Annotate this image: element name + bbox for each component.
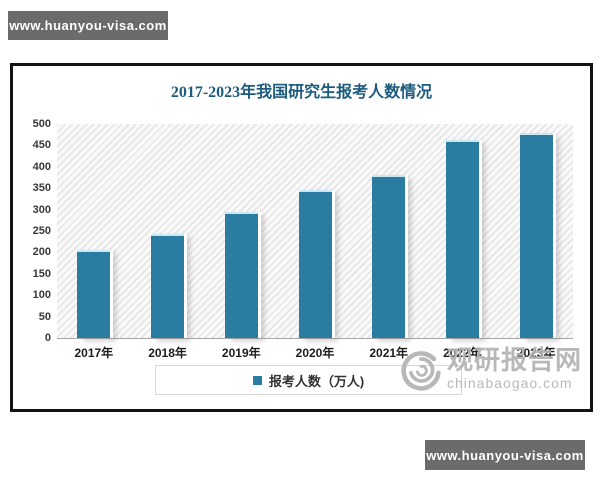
legend-marker: [252, 375, 262, 385]
y-axis-labels: 0 50 100 150 200 250 300 350 400 450 500: [9, 118, 51, 344]
y-axis-label: 250: [32, 225, 51, 237]
plot-area: 0 50 100 150 200 250 300 350 400 450 500 2017年 2018…: [33, 118, 573, 360]
x-axis-label: 2023年: [516, 346, 556, 360]
bar-2023年: [519, 133, 553, 338]
y-axis-label: 50: [38, 310, 51, 323]
bar-2018年: [151, 234, 185, 338]
x-axis-label: 2018年: [148, 346, 187, 360]
y-axis-label: 0: [44, 332, 51, 344]
watermark-badge-bottom: www.huanyou-visa.com: [425, 440, 585, 470]
y-axis-label: 100: [32, 289, 51, 302]
x-axis-label: 2020年: [295, 346, 335, 360]
bar-2017年: [77, 250, 111, 338]
x-axis-label: 2017年: [74, 346, 114, 360]
bar-2020年: [298, 190, 332, 338]
bar-2019年: [224, 212, 258, 338]
chart-legend: 报考人数（万人): [155, 365, 462, 395]
y-axis-label: 500: [32, 118, 51, 130]
watermark-bottom-text: www.huanyou-visa.com: [426, 447, 584, 463]
x-axis-label: 2022年: [443, 346, 482, 360]
watermark-badge-top: www.huanyou-visa.com: [8, 11, 168, 40]
x-axis-labels: 2017年 2018年 2019年 2020年 2021年 2022年 2023年: [57, 344, 573, 364]
y-axis-label: 200: [32, 246, 51, 259]
y-axis-label: 400: [32, 160, 51, 173]
y-axis-label: 300: [32, 203, 51, 216]
y-axis-label: 150: [32, 267, 51, 280]
bar-2022年: [445, 140, 479, 338]
brand-domain: chinabaogao.com: [447, 375, 573, 391]
x-axis-label: 2019年: [221, 346, 261, 360]
y-axis-label: 450: [32, 139, 51, 152]
x-axis-label: 2021年: [369, 346, 409, 360]
y-axis-label: 350: [32, 182, 51, 195]
chart-panel: 2017-2023年我国研究生报考人数情况 0 50 100 150 200 250 300…: [10, 63, 593, 412]
bar-2021年: [372, 175, 406, 338]
watermark-top-text: www.huanyou-visa.com: [9, 18, 167, 33]
legend-label: 报考人数（万人): [268, 373, 365, 389]
chart-title: 2017-2023年我国研究生报考人数情况: [170, 84, 433, 101]
